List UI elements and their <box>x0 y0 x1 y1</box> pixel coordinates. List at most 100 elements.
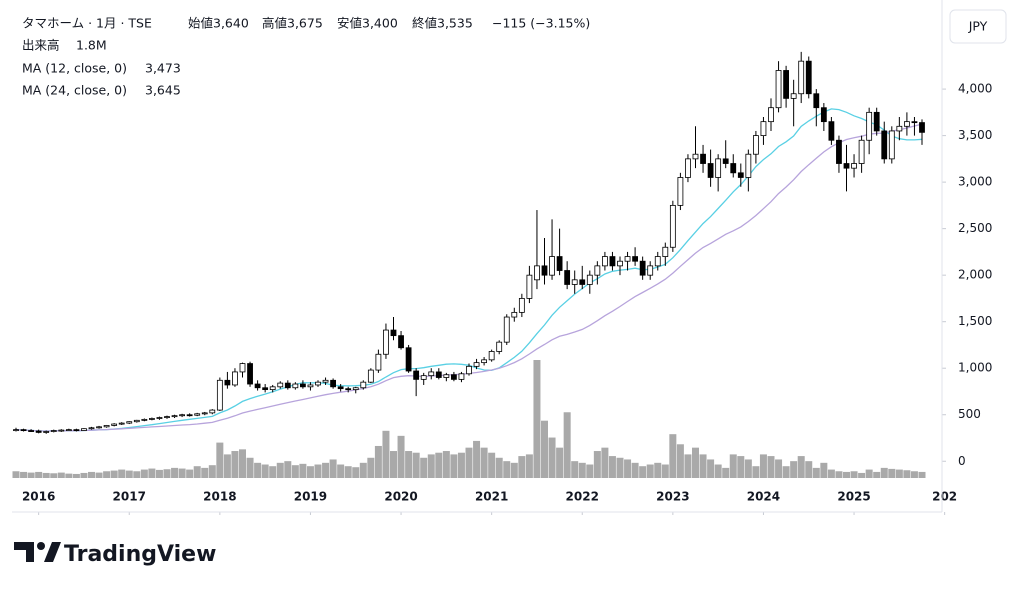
y-tick-label: 0 <box>958 454 966 468</box>
candle-body <box>375 353 382 371</box>
volume-bar <box>775 459 783 478</box>
volume-bar <box>707 459 715 478</box>
volume-bar <box>910 471 918 478</box>
volume-bar <box>88 471 95 478</box>
volume-bar <box>722 467 730 478</box>
candle-body <box>73 429 80 432</box>
candle-body <box>896 125 903 132</box>
volume-bar <box>299 463 307 478</box>
x-tick-label: 2020 <box>384 490 417 504</box>
candle-body <box>685 158 691 178</box>
candle-body <box>836 139 842 164</box>
candle-body <box>239 363 246 373</box>
ohlc-low: 安値3,400 <box>337 16 398 31</box>
volume-bar <box>427 454 435 478</box>
volume-bar <box>858 472 866 478</box>
x-tick-label: 2025 <box>837 490 870 504</box>
volume-bar <box>767 456 775 478</box>
volume-bar <box>322 462 330 478</box>
candle-body <box>330 379 337 388</box>
volume-bar <box>254 462 262 478</box>
candle-body <box>851 163 857 169</box>
x-tick-label: 202 <box>932 490 957 504</box>
volume-bar <box>669 434 677 478</box>
candle-body <box>798 60 805 95</box>
y-tick-label: 500 <box>958 407 981 421</box>
candle-body <box>50 430 57 432</box>
candle-body <box>639 260 646 276</box>
volume-bar <box>133 471 141 478</box>
candle-body <box>481 359 488 364</box>
candle-body <box>20 429 27 432</box>
volume-bar <box>239 449 246 478</box>
logo-mark <box>14 542 34 562</box>
volume-bar <box>488 452 496 478</box>
candle-body <box>805 60 812 95</box>
candle-body <box>496 341 503 352</box>
volume-bar <box>231 451 239 478</box>
candle-body <box>43 431 50 433</box>
volume-bar <box>186 469 194 478</box>
volume-bar <box>80 472 88 478</box>
candle-body <box>322 379 329 383</box>
volume-bar <box>737 456 745 478</box>
volume-bar <box>888 468 896 478</box>
candle-body <box>828 121 835 141</box>
volume-bar <box>797 456 805 478</box>
volume-bar <box>571 461 579 478</box>
x-tick-label: 2021 <box>475 490 508 504</box>
volume-bar <box>880 467 888 478</box>
x-tick-label: 2023 <box>656 490 689 504</box>
candle-body <box>179 414 186 417</box>
candle-body <box>571 279 578 285</box>
volume-bar <box>654 462 662 478</box>
candle-body <box>383 329 389 355</box>
volume-bar <box>20 471 28 478</box>
candle-body <box>398 335 404 349</box>
candle-body <box>164 416 170 418</box>
candle-body <box>141 418 148 421</box>
candle-body <box>232 371 238 386</box>
volume-value: 1.8M <box>76 38 107 53</box>
candle-body <box>873 111 880 132</box>
volume-bar <box>337 464 345 478</box>
volume-bar <box>374 445 382 478</box>
candle-body <box>450 374 457 380</box>
candle-body <box>579 279 586 285</box>
x-tick-label: 2017 <box>113 490 146 504</box>
volume-bar <box>110 470 118 478</box>
volume-bar <box>382 430 390 478</box>
volume-bar <box>495 457 503 478</box>
ohlc-open: 始値3,640 <box>188 16 249 31</box>
candle-body <box>518 298 525 313</box>
volume-bar <box>442 451 450 478</box>
candle-body <box>768 107 774 123</box>
volume-bar <box>201 467 209 478</box>
volume-bar <box>465 447 473 478</box>
volume-bar <box>865 469 873 478</box>
volume-bar <box>276 462 284 478</box>
x-tick-label: 2016 <box>22 490 55 504</box>
volume-bar <box>873 471 881 478</box>
candle-body <box>299 383 306 388</box>
candle-body <box>435 371 442 378</box>
volume-bar <box>140 469 148 478</box>
candle-body <box>586 274 593 285</box>
candle-body <box>775 70 782 109</box>
volume-bar <box>306 466 314 478</box>
tv-logo: TradingView <box>14 542 216 567</box>
currency-button[interactable] <box>949 9 1007 44</box>
volume-bar <box>661 464 669 478</box>
candle-body <box>662 246 669 257</box>
volume-bar <box>57 472 65 478</box>
volume-bar <box>759 454 767 478</box>
candle-body <box>224 379 231 386</box>
volume-bar <box>903 470 911 478</box>
ohlc-high: 高値3,675 <box>262 16 323 31</box>
ma-legend-value: 3,473 <box>145 61 181 76</box>
volume-bar <box>556 447 564 478</box>
volume-bar <box>782 466 790 478</box>
candle-body <box>96 426 102 429</box>
candle-body <box>428 371 435 377</box>
volume-bar <box>699 454 707 478</box>
